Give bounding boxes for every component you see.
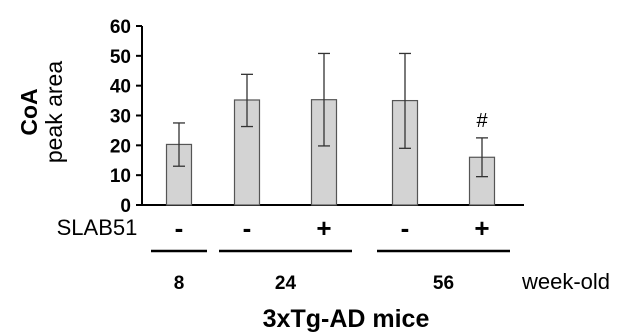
significance-annotation: # <box>476 110 488 132</box>
group-label: 56 <box>433 273 454 294</box>
group-label: 8 <box>174 273 185 294</box>
y-tick-label: 30 <box>110 107 131 128</box>
treatment-sign: - <box>175 213 184 243</box>
treatment-row-label: SLAB51 <box>57 215 138 240</box>
annotations-group: # <box>476 110 488 132</box>
treatment-sign: + <box>316 213 331 243</box>
treatment-sign: + <box>474 213 489 243</box>
x-axis-title: 3xTg-AD mice <box>263 305 430 333</box>
error-bars-group <box>173 52 488 178</box>
y-axis-label-bold: CoA <box>16 88 42 135</box>
y-axis-label: peak area <box>41 61 67 164</box>
treatment-sign: - <box>243 213 252 243</box>
y-tick-label: 20 <box>110 136 131 157</box>
treatment-sign: - <box>401 213 410 243</box>
treatment-signs: - - + - + <box>175 213 490 243</box>
group-label: 24 <box>275 273 297 294</box>
group-unit-label: week-old <box>521 269 610 294</box>
y-tick-label: 40 <box>110 77 131 98</box>
y-tick-label: 10 <box>110 166 131 187</box>
group-labels: 8 24 56 <box>174 273 454 294</box>
y-tick-label: 60 <box>110 17 131 38</box>
bars-group <box>165 99 496 206</box>
y-tick-label: 50 <box>110 47 131 68</box>
y-axis-ticks: 0 10 20 30 40 50 60 <box>110 17 142 217</box>
y-tick-label: 0 <box>120 196 131 217</box>
